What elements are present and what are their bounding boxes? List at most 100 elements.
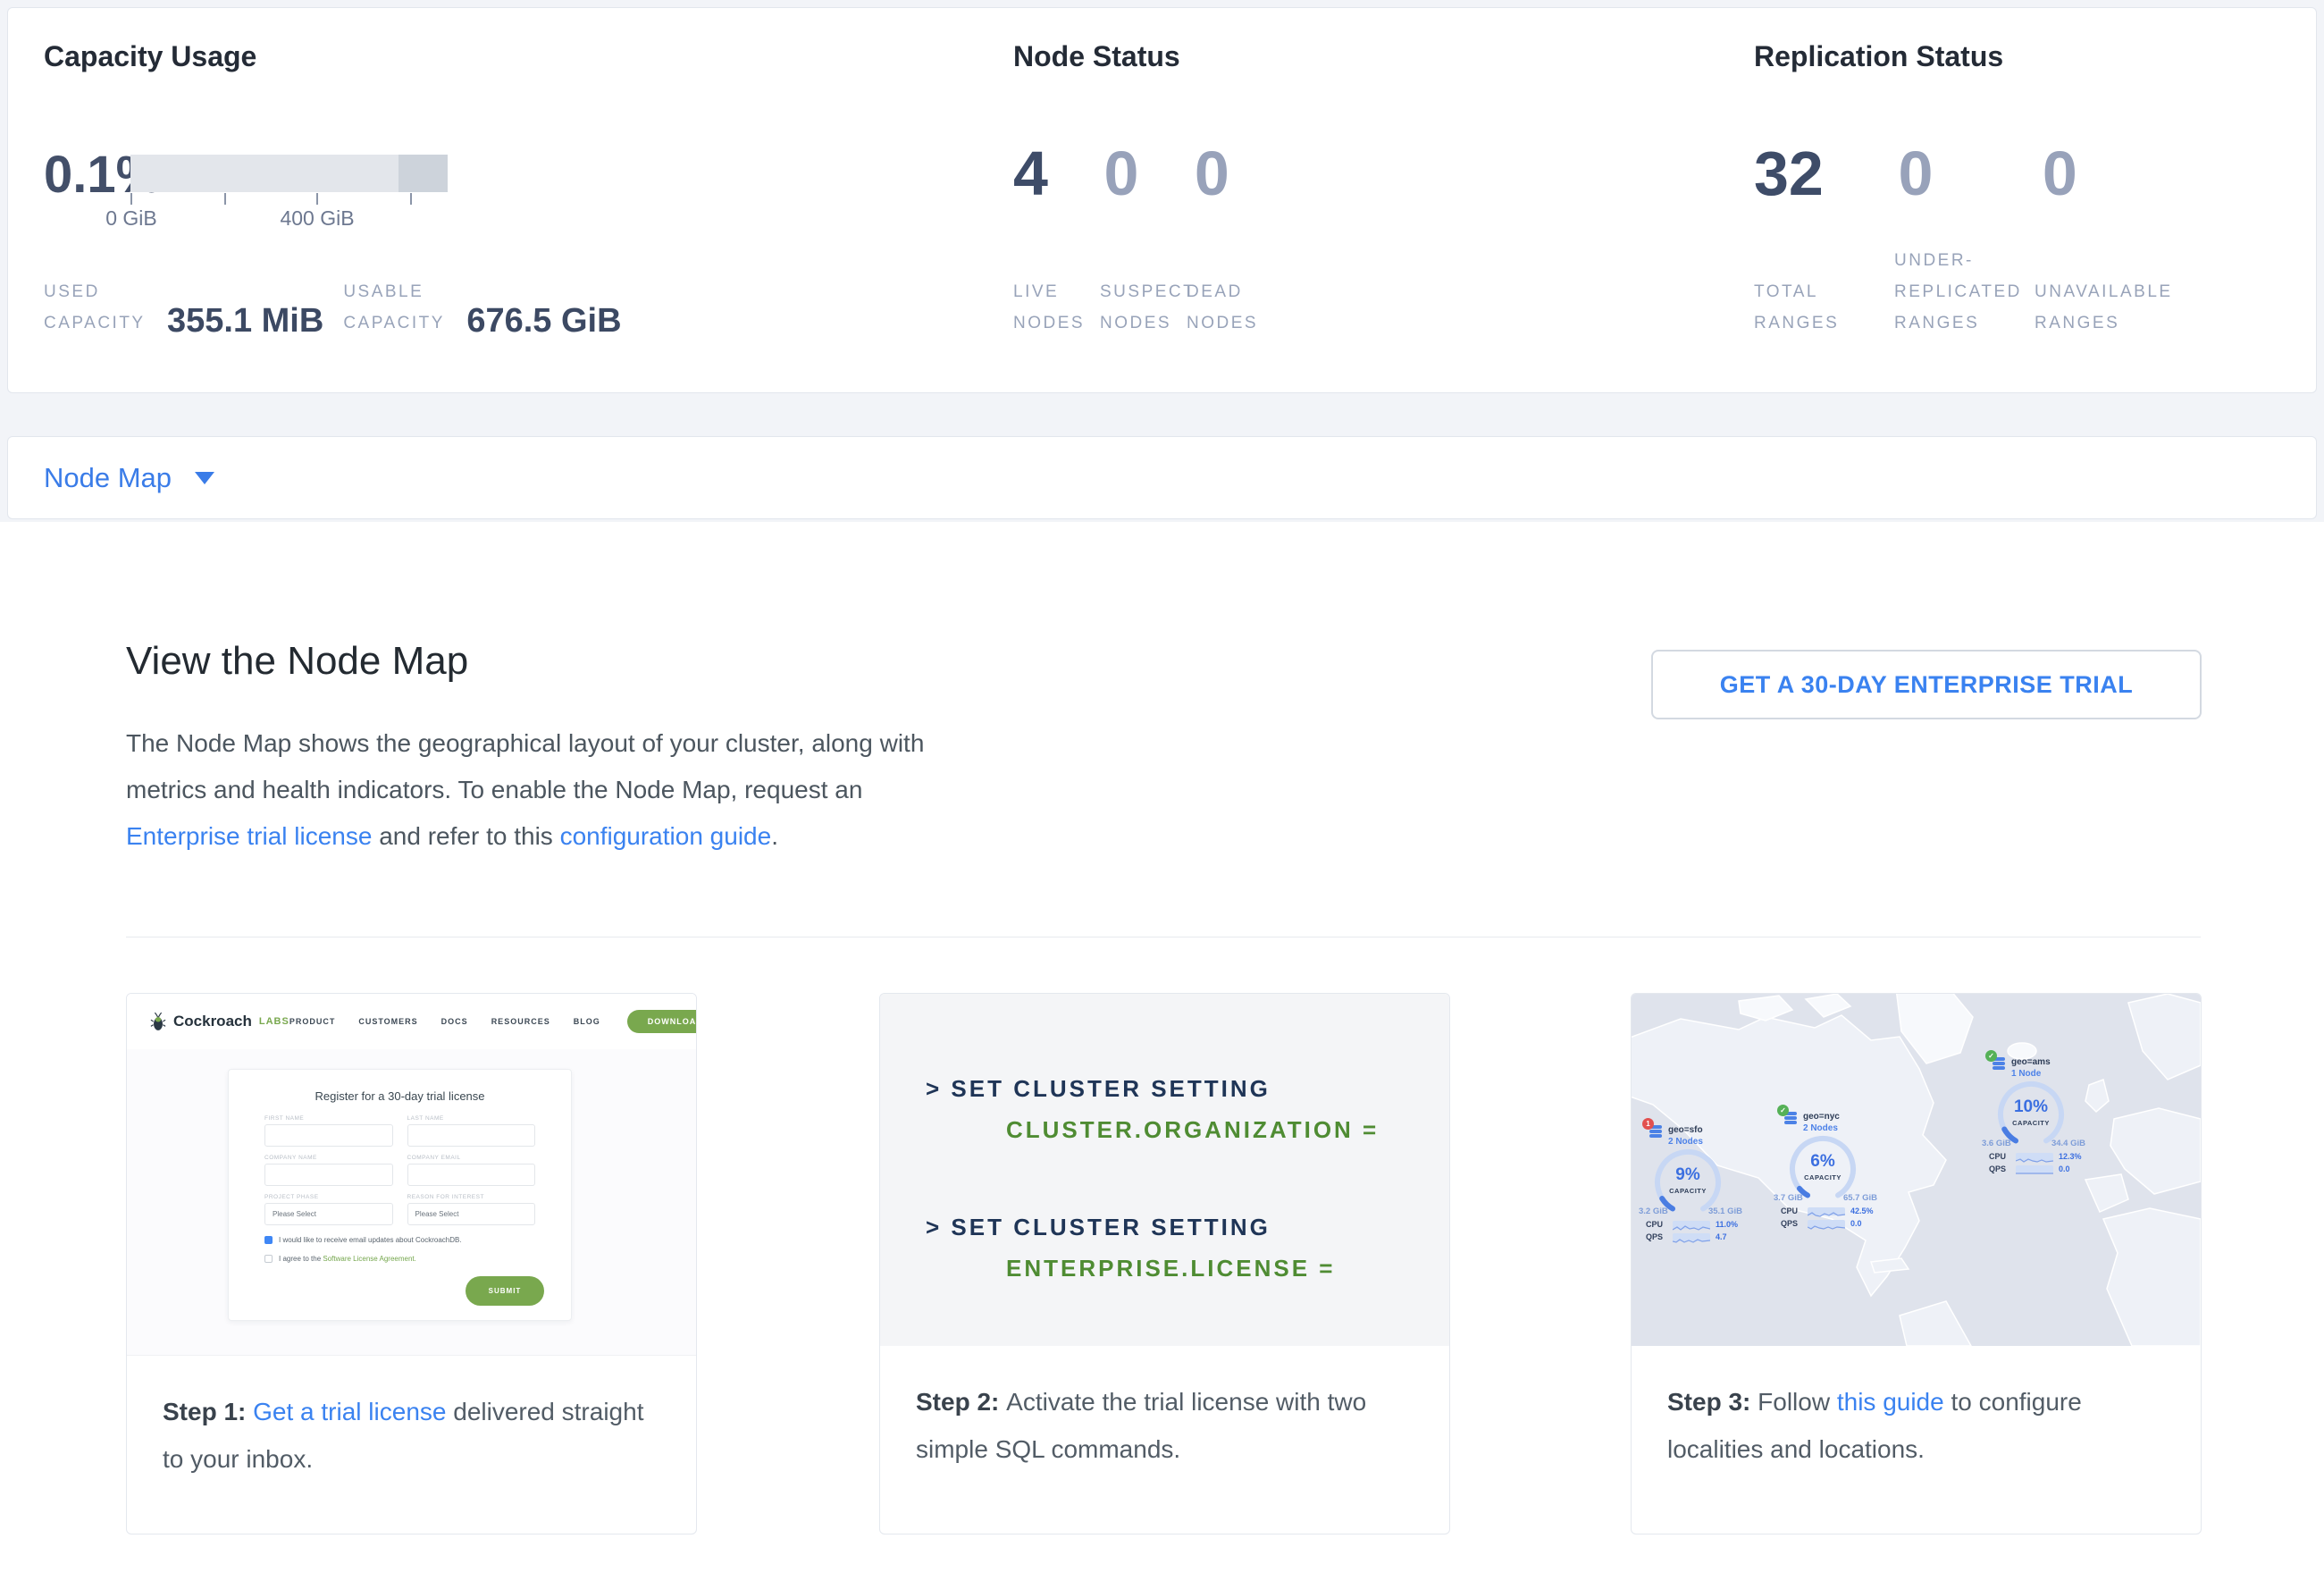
region-name: geo=ams bbox=[2011, 1057, 2051, 1067]
sql-line: > SET CLUSTER SETTING bbox=[926, 1075, 1271, 1102]
world-map-image bbox=[1632, 994, 2201, 1346]
get-trial-license-link[interactable]: Get a trial license bbox=[253, 1398, 447, 1425]
capacity-gauge: 10% CAPACITY bbox=[1993, 1076, 2069, 1153]
select-field-image: Please Select bbox=[264, 1203, 393, 1225]
region-name: geo=sfo bbox=[1668, 1125, 1703, 1135]
axis-tick-label: 0 GiB bbox=[105, 206, 157, 230]
description-text: . bbox=[771, 822, 778, 850]
view-selector-dropdown[interactable]: Node Map bbox=[7, 436, 2317, 519]
sql-line: CLUSTER.ORGANIZATION = bbox=[1006, 1116, 1380, 1143]
cockroach-labs-logo: Cockroach LABS bbox=[150, 1012, 289, 1031]
unavailable-label: UNAVAILABLE RANGES bbox=[2035, 282, 2173, 332]
configuration-guide-link[interactable]: configuration guide bbox=[559, 822, 772, 850]
qps-sparkline bbox=[2016, 1164, 2053, 1174]
qps-value: 4.7 bbox=[1716, 1232, 1727, 1241]
cpu-label: CPU bbox=[1646, 1220, 1664, 1229]
usable-capacity-stat: USABLE CAPACITY 676.5 GiB bbox=[343, 276, 621, 339]
cluster-summary-panel: Capacity Usage 0.1% 0 GiB 400 GiB USED C… bbox=[7, 7, 2317, 393]
download-button-image: DOWNLOAD bbox=[626, 1010, 696, 1033]
total-ranges-count: 32 bbox=[1754, 139, 1824, 208]
capacity-usage-group: Capacity Usage 0.1% 0 GiB 400 GiB USED C… bbox=[44, 8, 622, 392]
field-label: FIRST NAME bbox=[264, 1115, 305, 1122]
this-guide-link[interactable]: this guide bbox=[1836, 1388, 1944, 1416]
step2-card: > SET CLUSTER SETTING CLUSTER.ORGANIZATI… bbox=[879, 993, 1450, 1534]
step-text: Follow bbox=[1758, 1388, 1837, 1416]
enterprise-trial-button[interactable]: GET A 30-DAY ENTERPRISE TRIAL bbox=[1651, 650, 2202, 719]
checkbox-text: I agree to the bbox=[279, 1255, 323, 1263]
qps-label: QPS bbox=[1989, 1164, 2007, 1173]
capacity-label: CAPACITY bbox=[2012, 1119, 2050, 1127]
step3-caption: Step 3: Follow this guide to configure l… bbox=[1632, 1346, 2201, 1473]
chevron-down-icon bbox=[195, 471, 215, 484]
region-name: geo=nyc bbox=[1803, 1112, 1840, 1122]
qps-value: 0.0 bbox=[2059, 1164, 2070, 1173]
capacity-percent: 9% bbox=[1675, 1165, 1700, 1184]
cpu-sparkline bbox=[2015, 1152, 2054, 1163]
used-gib: 3.7 GiB bbox=[1774, 1193, 1803, 1203]
used-gib: 3.6 GiB bbox=[1982, 1139, 2011, 1148]
description-text: and refer to this bbox=[372, 822, 560, 850]
cpu-label: CPU bbox=[1781, 1206, 1799, 1215]
qps-value: 0.0 bbox=[1850, 1219, 1862, 1228]
text-field-image bbox=[264, 1164, 393, 1186]
field-label: COMPANY NAME bbox=[264, 1155, 317, 1161]
enterprise-trial-license-link[interactable]: Enterprise trial license bbox=[126, 822, 373, 850]
checkbox-unchecked-icon bbox=[264, 1255, 273, 1263]
live-nodes-count: 4 bbox=[1013, 139, 1048, 208]
node-status-title: Node Status bbox=[1013, 40, 1180, 72]
cpu-sparkline bbox=[1672, 1220, 1711, 1231]
capacity-gauge: 9% CAPACITY bbox=[1649, 1144, 1726, 1221]
axis-tick-label: 400 GiB bbox=[280, 206, 355, 230]
nav-item: CUSTOMERS bbox=[358, 1017, 418, 1026]
status-ok-icon: ✓ bbox=[1985, 1050, 1997, 1062]
dead-nodes-count: 0 bbox=[1194, 139, 1229, 208]
text-field-image bbox=[407, 1124, 535, 1147]
capacity-usage-title: Capacity Usage bbox=[44, 40, 257, 72]
used-capacity-value: 355.1 MiB bbox=[167, 302, 324, 340]
node-map-illustration: 1 geo=sfo 2 Nodes bbox=[1632, 994, 2201, 1346]
checkbox-label: I would like to receive email updates ab… bbox=[279, 1236, 462, 1244]
usable-capacity-label: USABLE CAPACITY bbox=[343, 282, 445, 332]
cpu-value: 12.3% bbox=[2059, 1152, 2082, 1161]
axis-tick bbox=[410, 193, 412, 205]
step1-caption: Step 1: Get a trial license delivered st… bbox=[127, 1356, 696, 1483]
region-widget-sfo: 1 geo=sfo 2 Nodes bbox=[1639, 1118, 1760, 1243]
field-label: PROJECT PHASE bbox=[264, 1194, 319, 1200]
step-number: Step 3: bbox=[1667, 1388, 1758, 1416]
nav-item: DOCS bbox=[440, 1017, 468, 1026]
submit-button-image: SUBMIT bbox=[466, 1276, 544, 1306]
step1-card: Cockroach LABS PRODUCT CUSTOMERS DOCS RE… bbox=[126, 993, 697, 1534]
under-replicated-count: 0 bbox=[1898, 139, 1934, 208]
brand-name: Cockroach bbox=[173, 1013, 252, 1030]
replication-status-title: Replication Status bbox=[1754, 40, 2004, 72]
used-gib: 3.2 GiB bbox=[1639, 1206, 1668, 1216]
node-map-placeholder-section: View the Node Map The Node Map shows the… bbox=[0, 522, 2324, 1589]
roach-logo-icon bbox=[150, 1012, 166, 1030]
site-header: Cockroach LABS PRODUCT CUSTOMERS DOCS RE… bbox=[127, 994, 696, 1049]
region-widget-ams: ✓ geo=ams 1 Node bbox=[1982, 1050, 2103, 1174]
checkbox-label: I agree to the Software License Agreemen… bbox=[279, 1255, 416, 1263]
capacity-bar bbox=[130, 155, 448, 192]
live-nodes-label: LIVE NODES bbox=[1013, 282, 1086, 332]
cpu-value: 11.0% bbox=[1716, 1220, 1739, 1229]
capacity-percent: 10% bbox=[2013, 1097, 2049, 1116]
region-widget-nyc: ✓ geo=nyc 2 Nodes bbox=[1774, 1105, 1895, 1230]
capacity-bar-other-segment bbox=[399, 155, 448, 192]
sql-line: ENTERPRISE.LICENSE = bbox=[1006, 1255, 1336, 1282]
page-title: View the Node Map bbox=[126, 639, 469, 683]
capacity-label: CAPACITY bbox=[1669, 1187, 1707, 1195]
total-gib: 34.4 GiB bbox=[2051, 1139, 2085, 1148]
select-field-image: Please Select bbox=[407, 1203, 535, 1225]
used-capacity-label: USED CAPACITY bbox=[44, 282, 146, 332]
capacity-label: CAPACITY bbox=[1804, 1173, 1842, 1181]
capacity-gauge: 6% CAPACITY bbox=[1784, 1131, 1861, 1207]
suspect-nodes-label: SUSPECT NODES bbox=[1100, 282, 1196, 332]
step-text: to configure localities and locations. bbox=[1667, 1388, 2082, 1463]
nav-item: RESOURCES bbox=[491, 1017, 550, 1026]
capacity-stats: USED CAPACITY 355.1 MiB USABLE CAPACITY … bbox=[44, 276, 622, 339]
view-selector-label[interactable]: Node Map bbox=[44, 461, 172, 493]
brand-suffix: LABS bbox=[258, 1016, 289, 1027]
form-title: Register for a 30-day trial license bbox=[315, 1089, 485, 1103]
nav-item: PRODUCT bbox=[289, 1017, 336, 1026]
